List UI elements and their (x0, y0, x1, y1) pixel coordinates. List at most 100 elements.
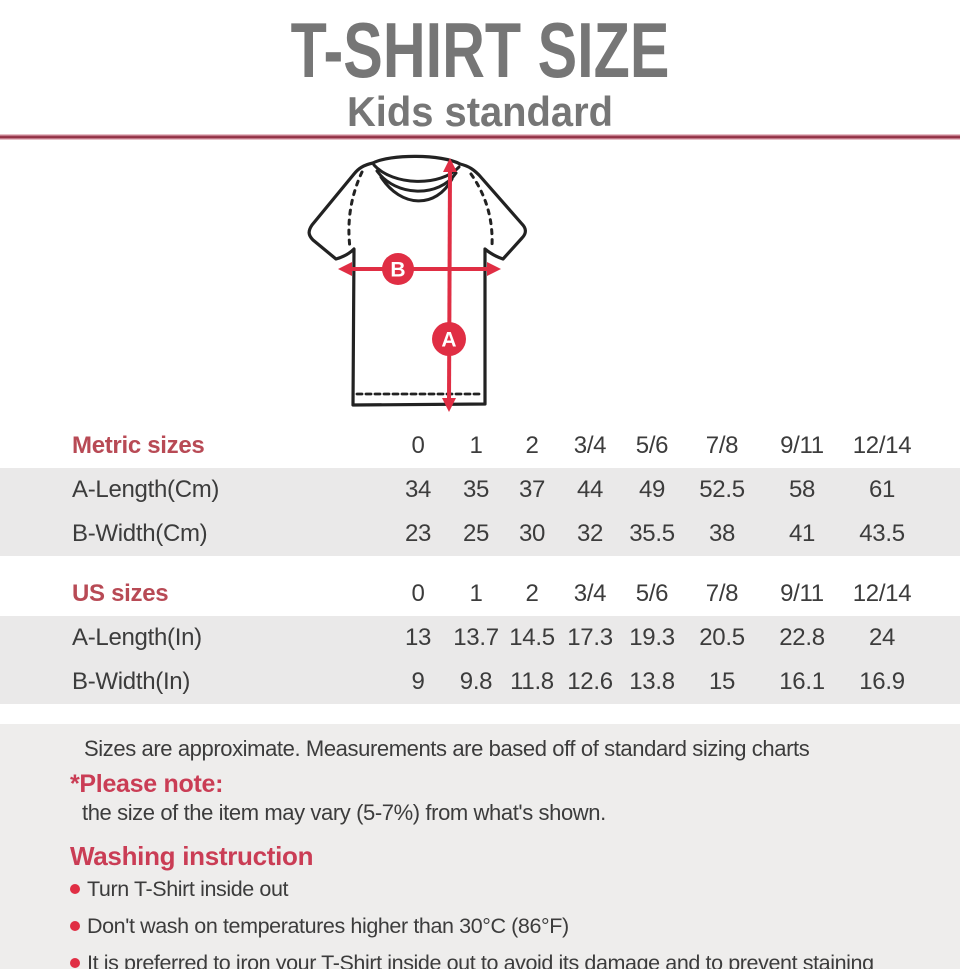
section-header: Metric sizes (72, 432, 205, 459)
size-column-header: 9/11 (780, 432, 824, 459)
value-cell: 30 (518, 520, 546, 547)
measure-a-label: A (441, 329, 456, 352)
value-cell: 17.3 (567, 624, 613, 651)
table-section-gap (0, 556, 960, 572)
value-cell: 15 (708, 668, 736, 695)
size-column-header: 12/14 (852, 580, 912, 607)
table-row: A-Length(In) 13 13.7 14.5 17.3 19.3 20.5 22.8 24 (0, 616, 960, 660)
value-cell: 32 (576, 520, 604, 547)
value-cell: 20.5 (699, 624, 745, 651)
bottom-notes-section: Sizes are approximate. Measurements are … (0, 724, 960, 969)
value-cell: 9 (411, 668, 425, 695)
size-header-row: US sizes 0 1 2 3/4 5/6 7/8 9/11 12/14 (0, 572, 960, 616)
page-subtitle: Kids standard (346, 88, 614, 135)
table-bottom-gap (0, 704, 960, 724)
arrow-up-icon (443, 158, 457, 172)
table-row: B-Width(Cm) 23 25 30 32 35.5 38 41 43.5 (0, 512, 960, 556)
measure-lines (346, 167, 494, 403)
value-cell: 23 (404, 520, 432, 547)
arrow-right-icon (487, 262, 501, 276)
value-cell: 14.5 (509, 624, 555, 651)
size-column-header: 7/8 (705, 432, 739, 459)
value-cell: 37 (518, 476, 546, 503)
value-cell: 13.8 (629, 668, 675, 695)
value-cell: 13 (404, 624, 432, 651)
size-column-header: 5/6 (635, 580, 669, 607)
value-cell: 35 (462, 476, 490, 503)
page-title: T-SHIRT SIZE (290, 6, 670, 94)
value-cell: 43.5 (859, 520, 905, 547)
washing-list-item: Don't wash on temperatures higher than 3… (70, 913, 942, 939)
red-divider (0, 134, 960, 140)
arrow-down-icon (442, 398, 456, 412)
value-cell: 9.8 (459, 668, 493, 695)
collar-rib-3 (379, 175, 454, 203)
bullet-icon (70, 958, 80, 968)
bullet-icon (70, 921, 80, 931)
value-cell: 34 (404, 476, 432, 503)
value-cell: 38 (708, 520, 736, 547)
arrow-left-icon (338, 262, 352, 276)
size-table: Metric sizes 0 1 2 3/4 5/6 7/8 9/11 12/14 A-Lengt… (0, 424, 960, 704)
measure-a-badge (432, 322, 466, 356)
measure-b-label: B (390, 259, 405, 282)
length-measure-line (447, 167, 452, 403)
value-cell: 52.5 (699, 476, 745, 503)
size-column-header: 2 (525, 432, 539, 459)
washing-instruction-heading: Washing instruction (70, 841, 314, 871)
value-cell: 24 (868, 624, 896, 651)
row-label: B-Width(In) (72, 668, 191, 695)
size-column-header: 12/14 (852, 432, 912, 459)
tshirt-diagram: B A (0, 140, 960, 424)
value-cell: 19.3 (629, 624, 675, 651)
collar-top-edge (371, 154, 462, 166)
section-header: US sizes (72, 580, 169, 607)
sleeve-seam-right-dashed (469, 172, 494, 248)
size-column-header: 7/8 (705, 580, 739, 607)
washing-instruction-list: Turn T-Shirt inside out Don't wash on tem… (70, 876, 942, 969)
row-label: B-Width(Cm) (72, 520, 208, 547)
measure-markers (338, 158, 501, 412)
washing-list-item: It is preferred to iron your T-Shirt ins… (70, 950, 942, 969)
value-cell: 16.9 (859, 668, 905, 695)
value-cell: 22.8 (779, 624, 825, 651)
size-column-header: 3/4 (573, 432, 607, 459)
size-header-row: Metric sizes 0 1 2 3/4 5/6 7/8 9/11 12/14 (0, 424, 960, 468)
value-cell: 35.5 (629, 520, 675, 547)
row-label: A-Length(In) (72, 624, 202, 651)
table-band: A-Length(In) 13 13.7 14.5 17.3 19.3 20.5 22.8 24… (0, 616, 960, 704)
washing-item-text: It is preferred to iron your T-Shirt ins… (87, 951, 874, 969)
please-note-heading: *Please note: (70, 770, 224, 798)
size-column-header: 0 (411, 432, 425, 459)
value-cell: 12.6 (567, 668, 613, 695)
size-column-header: 0 (411, 580, 425, 607)
size-column-header: 5/6 (635, 432, 669, 459)
table-band: A-Length(Cm) 34 35 37 44 49 52.5 58 61 B-Width(Cm… (0, 468, 960, 556)
approx-note: Sizes are approximate. Measurements are … (84, 736, 810, 761)
value-cell: 16.1 (779, 668, 825, 695)
value-cell: 11.8 (510, 668, 554, 695)
page-header: T-SHIRT SIZE Kids standard (0, 0, 960, 134)
size-column-header: 9/11 (780, 580, 824, 607)
bullet-icon (70, 884, 80, 894)
size-column-header: 1 (469, 432, 483, 459)
please-note-text: the size of the item may vary (5-7%) fro… (82, 800, 606, 825)
size-column-header: 3/4 (573, 580, 607, 607)
washing-item-text: Turn T-Shirt inside out (87, 877, 289, 901)
washing-list-item: Turn T-Shirt inside out (70, 876, 942, 902)
size-column-header: 2 (525, 580, 539, 607)
value-cell: 49 (638, 476, 666, 503)
table-row: A-Length(Cm) 34 35 37 44 49 52.5 58 61 (0, 468, 960, 512)
row-label: A-Length(Cm) (72, 476, 220, 503)
value-cell: 25 (462, 520, 490, 547)
value-cell: 44 (576, 476, 604, 503)
value-cell: 61 (868, 476, 896, 503)
washing-item-text: Don't wash on temperatures higher than 3… (87, 914, 569, 938)
value-cell: 13.7 (453, 624, 499, 651)
value-cell: 41 (788, 520, 816, 547)
value-cell: 58 (788, 476, 816, 503)
measure-b-badge (382, 253, 414, 285)
size-column-header: 1 (469, 580, 483, 607)
table-row: B-Width(In) 9 9.8 11.8 12.6 13.8 15 16.1 16.9 (0, 660, 960, 704)
